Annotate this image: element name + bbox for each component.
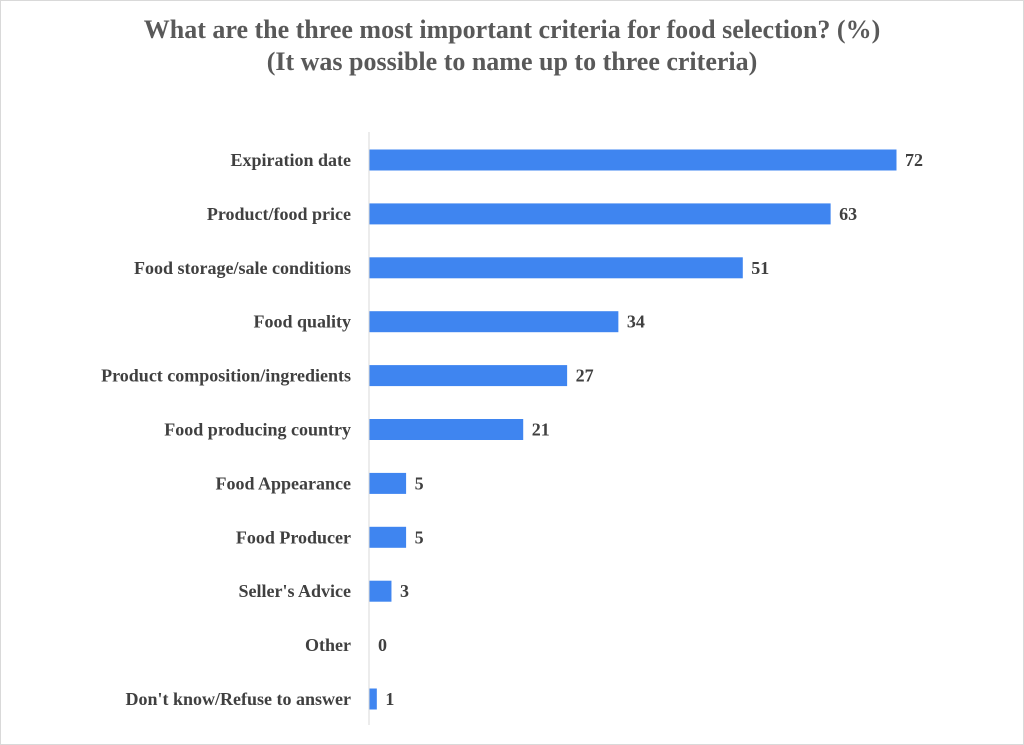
value-label-don-t-know-refuse-to-answer: 1 <box>385 689 394 709</box>
bar-food-quality <box>369 311 619 333</box>
chart-title: What are the three most important criter… <box>143 15 881 44</box>
value-label-food-appearance: 5 <box>415 473 424 493</box>
value-label-other: 0 <box>378 635 387 655</box>
value-label-food-storage-sale-conditions: 51 <box>751 258 769 278</box>
category-label-food-appearance: Food Appearance <box>215 473 351 493</box>
bar-seller-s-advice <box>369 580 392 602</box>
bar-don-t-know-refuse-to-answer <box>369 688 377 710</box>
category-label-food-quality: Food quality <box>253 312 351 332</box>
category-label-seller-s-advice: Seller's Advice <box>239 581 351 601</box>
chart-title-block: What are the three most important criter… <box>0 14 1024 78</box>
category-label-product-composition-ingredients: Product composition/ingredients <box>101 366 351 386</box>
bar-food-producer <box>369 526 407 548</box>
value-label-food-quality: 34 <box>627 312 645 332</box>
category-label-food-producing-country: Food producing country <box>164 420 351 440</box>
bar-food-appearance <box>369 472 407 494</box>
bar-food-producing-country <box>369 419 524 440</box>
value-label-product-composition-ingredients: 27 <box>576 366 594 386</box>
value-label-food-producing-country: 21 <box>532 420 550 440</box>
category-label-don-t-know-refuse-to-answer: Don't know/Refuse to answer <box>125 689 351 709</box>
value-label-seller-s-advice: 3 <box>400 581 409 601</box>
category-label-food-producer: Food Producer <box>236 527 351 547</box>
bar-food-storage-sale-conditions <box>369 257 743 279</box>
value-label-expiration-date: 72 <box>905 150 923 170</box>
category-label-other: Other <box>305 635 351 655</box>
bar-product-composition-ingredients <box>369 365 568 387</box>
category-label-food-storage-sale-conditions: Food storage/sale conditions <box>134 258 351 278</box>
value-label-product-food-price: 63 <box>839 204 857 224</box>
value-label-food-producer: 5 <box>415 527 424 547</box>
bar-expiration-date <box>369 149 897 171</box>
chart-subtitle: (It was possible to name up to three cri… <box>266 47 758 76</box>
category-label-expiration-date: Expiration date <box>230 150 351 170</box>
bar-product-food-price <box>369 203 831 225</box>
category-label-product-food-price: Product/food price <box>207 204 351 224</box>
